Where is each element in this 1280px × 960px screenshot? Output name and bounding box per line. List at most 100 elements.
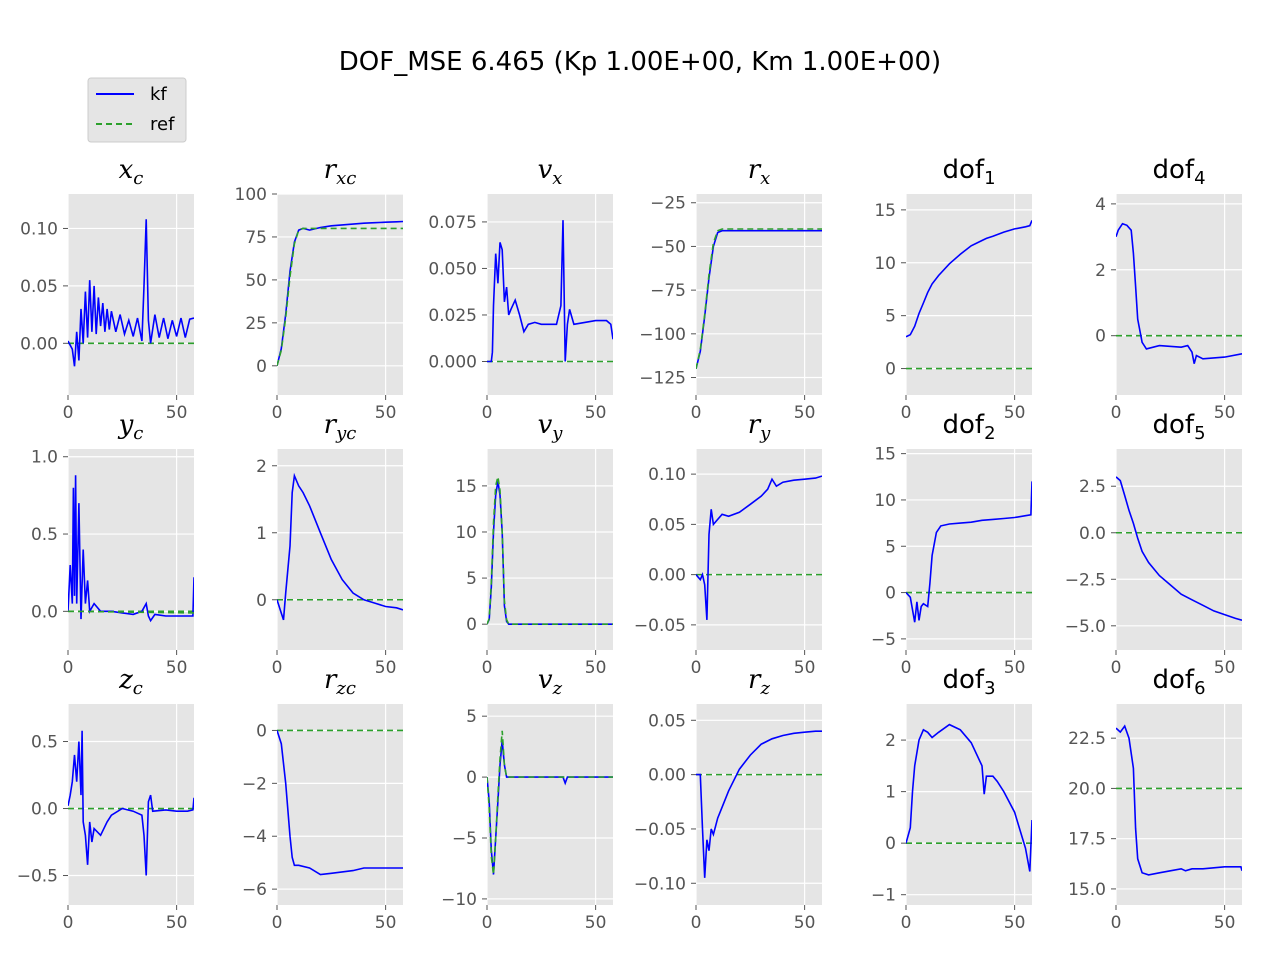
y-tick-label: 0.000 [428,353,477,373]
subplot-v-z: 0 50 −10 −5 0 5 vz [441,665,613,933]
y-tick-label: 50 [245,271,267,291]
y-tick-label: 2 [885,731,896,751]
x-tick-label: 0 [482,913,493,933]
subplot-title: dof6 [1152,665,1205,699]
x-tick-label: 0 [272,913,283,933]
y-tick-label: 5 [466,707,477,727]
x-tick-label: 50 [794,913,816,933]
y-tick-label: 22.5 [1068,729,1106,749]
y-tick-label: 0.025 [428,306,477,326]
y-tick-label: 1 [256,524,267,544]
subplot-title: dof4 [1152,155,1205,189]
subplot-title: rz [748,665,770,699]
y-tick-label: 5 [885,307,896,327]
y-tick-label: −5.0 [1065,617,1106,637]
series-kf [277,472,403,621]
y-tick-label: 0.05 [648,711,686,731]
y-tick-label: 4 [1095,195,1106,215]
subplot-title: yc [118,410,144,444]
subplot-r-x: 0 50 −125 −100 −75 −50 −25 rx [639,155,822,423]
y-tick-label: 10 [874,491,896,511]
y-tick-label: 0.00 [648,566,686,586]
y-tick-label: 0 [885,360,896,380]
subplot-x-c: 0 50 0.00 0.05 0.10 xc [20,155,194,423]
x-tick-label: 50 [1214,913,1236,933]
y-tick-label: 0 [885,834,896,854]
x-tick-label: 50 [1004,403,1026,423]
series-kf [1116,222,1242,364]
y-tick-label: 20.0 [1068,779,1106,799]
y-tick-label: 0.0 [1079,524,1106,544]
y-tick-label: −25 [650,194,686,214]
series-kf [906,723,1032,872]
x-tick-label: 50 [585,658,607,678]
y-tick-label: −10 [441,890,477,910]
y-tick-label: 0.050 [428,259,477,279]
subplot-r-z: 0 50 −0.10 −0.05 0.00 0.05 rz [634,665,822,933]
x-tick-label: 0 [901,403,912,423]
legend-ref-label: ref [150,114,175,135]
subplot-title: dof1 [942,155,995,189]
subplot-v-y: 0 50 0 5 10 15 vy [455,410,613,678]
y-tick-label: −125 [639,369,686,389]
y-tick-label: 2 [1095,261,1106,281]
x-tick-label: 50 [585,403,607,423]
subplot-title: zc [118,665,143,699]
x-tick-label: 50 [1214,658,1236,678]
subplot-dof-6: 0 50 15.0 17.5 20.0 22.5 dof6 [1068,665,1242,933]
series-kf [696,730,822,878]
y-tick-label: 0 [256,721,267,741]
series-kf [1116,724,1242,876]
plot-area [1116,704,1242,905]
x-tick-label: 50 [375,658,397,678]
y-tick-label: 17.5 [1068,830,1106,850]
y-tick-label: −0.10 [634,874,686,894]
subplot-title: rx [748,155,771,189]
y-tick-label: −0.05 [634,616,686,636]
y-tick-label: 0 [466,615,477,635]
subplot-title: rxc [324,155,357,189]
subplot-title: dof2 [942,410,995,444]
y-tick-label: 5 [885,537,896,557]
y-tick-label: −0.5 [17,867,58,887]
x-tick-label: 0 [272,403,283,423]
y-tick-label: −50 [650,237,686,257]
y-tick-label: 0 [256,591,267,611]
x-tick-label: 0 [272,658,283,678]
x-tick-label: 0 [1111,403,1122,423]
series-kf [68,219,194,367]
subplot-title: ry [748,410,771,444]
subplot-y-c: 0 50 0.0 0.5 1.0 yc [31,410,194,678]
subplot-r-zc: 0 50 −6 −4 −2 0 rzc [242,665,403,933]
y-tick-label: 100 [235,185,267,205]
y-tick-label: 2 [256,457,267,477]
series-kf [487,220,613,363]
plot-area [277,194,403,395]
legend-kf-label: kf [150,84,167,105]
y-tick-label: 10 [874,254,896,274]
x-tick-label: 50 [375,913,397,933]
subplot-z-c: 0 50 −0.5 0.0 0.5 zc [17,665,194,933]
y-tick-label: −2.5 [1065,570,1106,590]
x-tick-label: 0 [63,658,74,678]
plot-area [68,704,194,905]
plot-area [68,194,194,395]
x-tick-label: 50 [794,403,816,423]
legend: kf ref [87,77,187,143]
y-tick-label: −5 [452,829,477,849]
x-tick-label: 50 [375,403,397,423]
subplot-dof-4: 0 50 0 2 4 dof4 [1095,155,1242,423]
series-kf [906,481,1032,623]
series-ref [487,730,613,875]
plot-area [696,704,822,905]
subplot-title: ryc [324,410,357,444]
series-ref [696,228,822,369]
y-tick-label: 0.05 [648,515,686,535]
x-tick-label: 50 [1004,913,1026,933]
y-tick-label: 0.0 [31,800,58,820]
y-tick-label: 0 [1095,327,1106,347]
y-tick-label: 15 [455,477,477,497]
